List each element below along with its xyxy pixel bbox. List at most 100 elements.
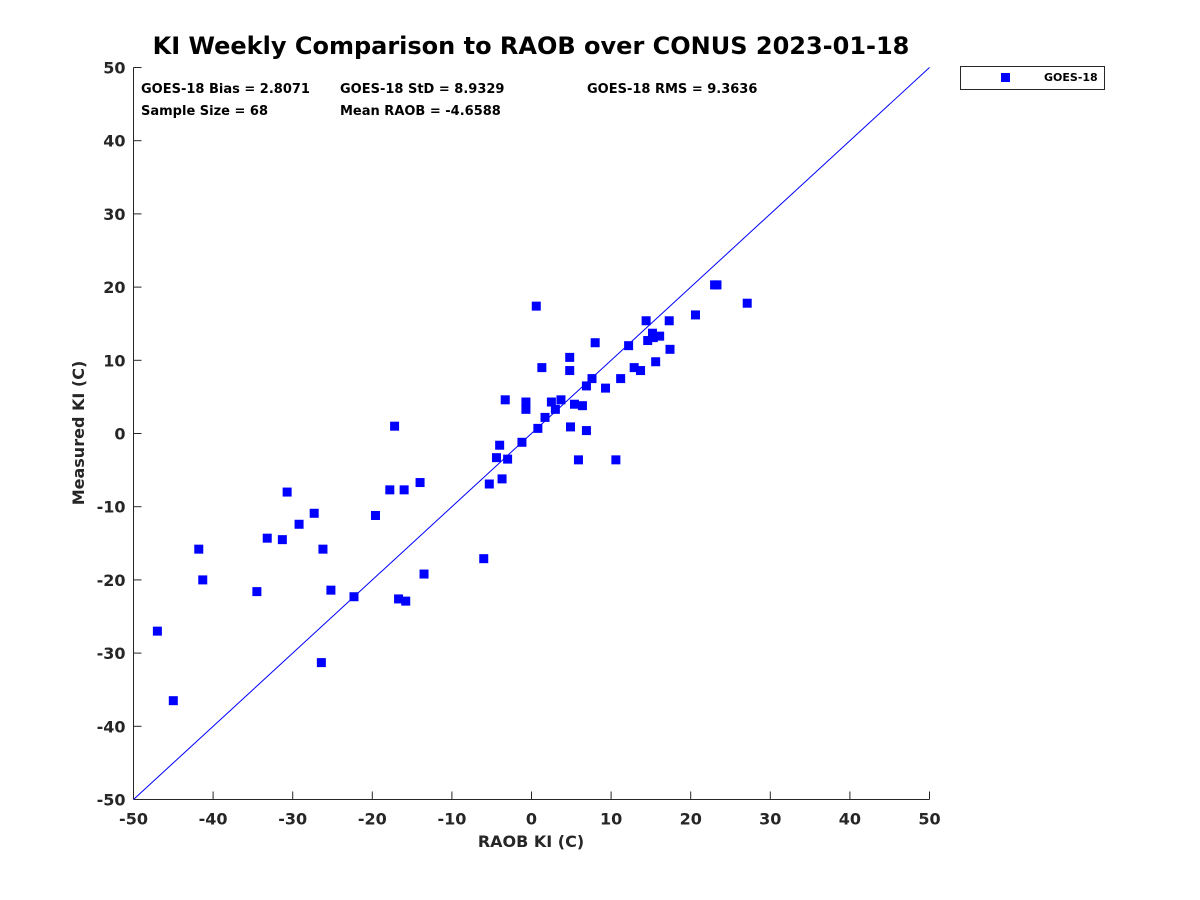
data-point xyxy=(503,454,513,464)
x-tick-label: -50 xyxy=(119,810,148,829)
data-point xyxy=(316,658,326,668)
data-point xyxy=(651,357,661,367)
data-point xyxy=(252,587,262,597)
data-point xyxy=(690,310,700,320)
x-tick-label: -20 xyxy=(358,810,387,829)
x-tick-label: 0 xyxy=(526,810,537,829)
data-point xyxy=(581,381,591,391)
data-point xyxy=(641,316,651,326)
reference-line-layer xyxy=(133,67,930,800)
data-point xyxy=(491,453,501,463)
y-tick-label: 10 xyxy=(103,351,125,370)
data-point xyxy=(517,437,527,447)
sample-size-annotation: Sample Size = 68 xyxy=(141,104,268,119)
data-point xyxy=(282,487,292,497)
data-point xyxy=(616,374,626,384)
data-point xyxy=(399,485,409,495)
y-tick-label: -20 xyxy=(97,571,126,590)
data-point xyxy=(194,544,204,554)
data-point xyxy=(556,395,566,405)
data-point xyxy=(624,341,634,351)
bias-annotation: GOES-18 Bias = 2.8071 xyxy=(141,82,310,97)
axes: -50 -40 -30 -20 -10 0 10 20 30 40 50 -50 -40 -30 -20 -1… xyxy=(97,59,941,829)
data-point xyxy=(262,533,272,543)
data-point xyxy=(665,344,675,354)
y-tick-label: -50 xyxy=(97,791,126,810)
data-point xyxy=(565,366,575,376)
data-point xyxy=(309,508,319,518)
data-point xyxy=(540,412,550,422)
x-axis-label: RAOB KI (C) xyxy=(478,832,584,851)
data-point xyxy=(385,485,395,495)
rms-annotation: GOES-18 RMS = 9.3636 xyxy=(587,82,757,97)
data-point xyxy=(648,333,658,343)
y-tick-label: -10 xyxy=(97,498,126,517)
data-point xyxy=(643,336,653,346)
data-point xyxy=(569,399,579,409)
y-tick-label: 30 xyxy=(103,205,125,224)
data-point xyxy=(577,401,587,411)
data-point xyxy=(581,426,591,436)
data-point xyxy=(390,421,400,431)
data-point xyxy=(497,474,507,484)
data-point xyxy=(611,455,621,465)
data-point xyxy=(152,626,162,636)
data-point xyxy=(531,301,541,311)
data-point xyxy=(565,352,575,362)
data-point xyxy=(521,397,531,407)
data-point xyxy=(566,422,576,432)
data-points xyxy=(152,280,752,706)
data-point xyxy=(419,569,429,579)
one-to-one-line xyxy=(133,67,930,800)
data-point xyxy=(479,554,489,564)
x-tick-label: -40 xyxy=(199,810,228,829)
data-point xyxy=(198,575,208,585)
data-point xyxy=(629,363,639,373)
y-tick-label: -30 xyxy=(97,644,126,663)
y-axis-label: Measured KI (C) xyxy=(69,361,88,506)
data-point xyxy=(587,374,597,384)
x-tick-label: -10 xyxy=(437,810,466,829)
data-point xyxy=(349,592,359,602)
data-point xyxy=(168,696,178,706)
data-point xyxy=(546,397,556,407)
data-point xyxy=(537,363,547,373)
data-point xyxy=(370,510,380,520)
legend-label: GOES-18 xyxy=(1044,71,1098,84)
data-point xyxy=(495,440,505,450)
data-point xyxy=(636,366,646,376)
x-tick-label: 10 xyxy=(600,810,622,829)
y-tick-label: 0 xyxy=(114,425,125,444)
y-tick-label: 50 xyxy=(103,59,125,78)
y-tick-label: 40 xyxy=(103,132,125,151)
legend-marker xyxy=(1001,73,1010,82)
chart-title: KI Weekly Comparison to RAOB over CONUS … xyxy=(153,32,910,60)
data-point xyxy=(277,535,287,545)
data-point xyxy=(601,383,611,393)
data-point xyxy=(742,298,752,308)
legend: GOES-18 xyxy=(960,66,1105,90)
x-tick-label: 20 xyxy=(680,810,702,829)
x-tick-label: 30 xyxy=(759,810,781,829)
data-point xyxy=(500,395,510,405)
data-point xyxy=(294,519,304,529)
y-tick-label: -40 xyxy=(97,717,126,736)
data-point xyxy=(521,404,531,414)
data-point xyxy=(655,331,665,341)
data-point xyxy=(484,479,494,489)
data-point xyxy=(394,594,404,604)
data-point xyxy=(712,280,722,290)
data-point xyxy=(533,423,543,433)
data-point xyxy=(550,404,560,414)
y-tick-label: 20 xyxy=(103,278,125,297)
x-tick-label: 50 xyxy=(918,810,940,829)
x-tick-label: 40 xyxy=(839,810,861,829)
mean-raob-annotation: Mean RAOB = -4.6588 xyxy=(340,104,501,119)
std-annotation: GOES-18 StD = 8.9329 xyxy=(340,82,504,97)
x-tick-label: -30 xyxy=(278,810,307,829)
data-point xyxy=(573,455,583,465)
legend-box xyxy=(960,66,1105,90)
data-point xyxy=(415,478,425,488)
data-point xyxy=(326,585,336,595)
